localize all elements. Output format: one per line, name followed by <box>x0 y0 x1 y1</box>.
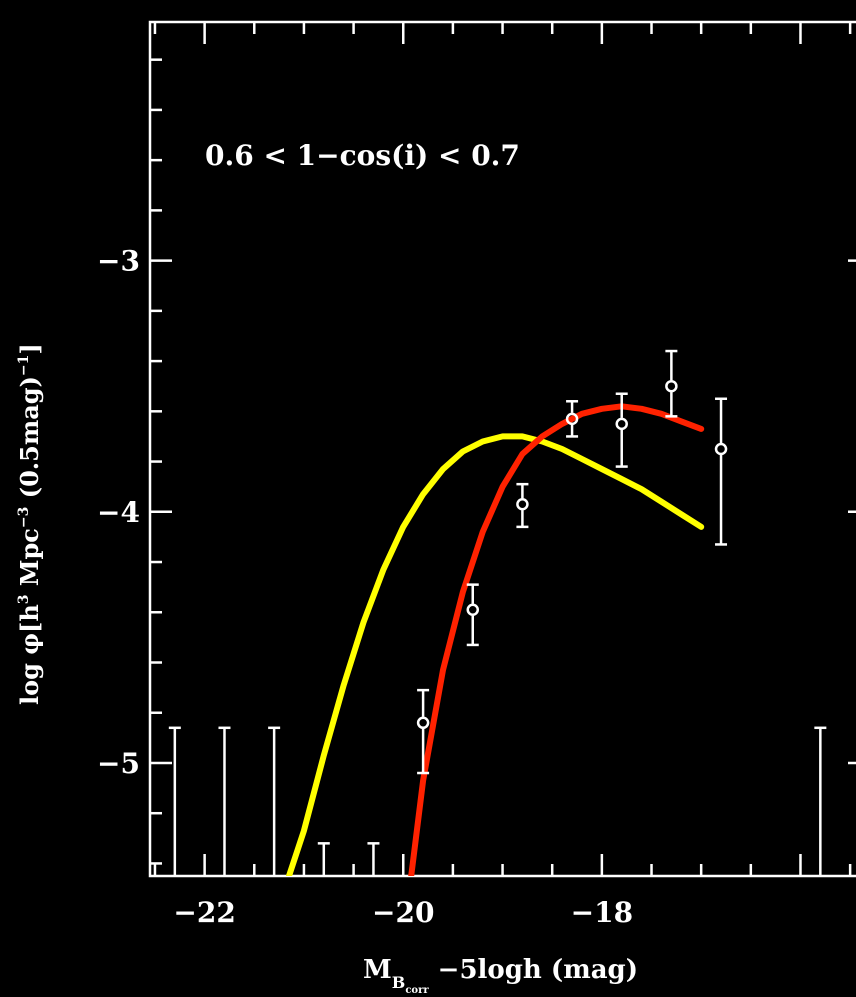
x-tick-label: −22 <box>173 896 235 929</box>
tick-labels: −22 −20 −18 −3 −4 −5 <box>97 245 633 929</box>
data-point <box>665 379 678 393</box>
y-tick-label: −4 <box>97 496 140 529</box>
upper-limit-bars <box>168 726 827 876</box>
axis-ticks <box>150 22 856 876</box>
plot-frame <box>148 20 856 878</box>
model-curves <box>286 403 705 876</box>
data-point <box>565 412 579 426</box>
data-point <box>714 442 728 456</box>
y-tick-label: −5 <box>97 747 140 780</box>
x-axis-label: MBcorr −5logh (mag) <box>363 955 638 996</box>
bin-annotation: 0.6 < 1−cos(i) < 0.7 <box>205 139 520 172</box>
red-model-curve <box>408 403 705 876</box>
x-tick-label: −20 <box>372 896 434 929</box>
x-tick-label: −18 <box>571 896 633 929</box>
axes-frame <box>148 20 856 878</box>
y-axis-label: log φ[h3 Mpc−3 (0.5mag)−1] <box>15 343 44 705</box>
data-point <box>466 603 480 617</box>
yellow-model-curve <box>286 433 705 876</box>
data-point <box>516 498 529 511</box>
y-tick-label: −3 <box>97 245 140 278</box>
data-point <box>615 417 628 431</box>
data-points <box>416 349 728 775</box>
data-point <box>416 716 430 730</box>
